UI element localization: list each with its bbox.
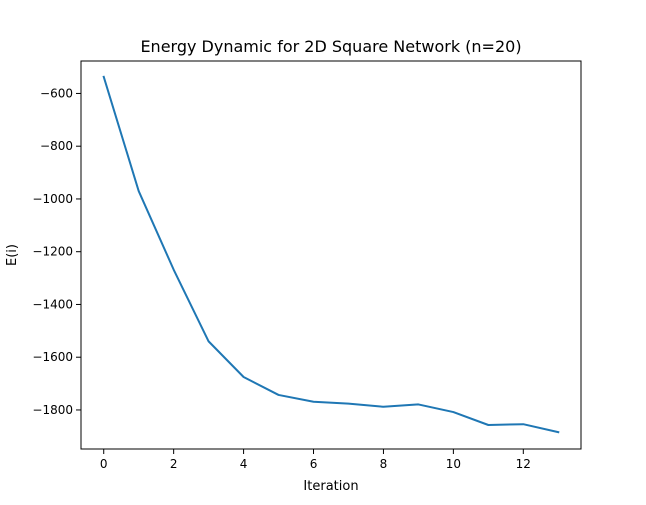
y-tick-label: −600 [40,86,73,100]
x-axis-label: Iteration [303,479,358,494]
y-tick-label: −1600 [32,350,73,364]
series-layer [102,75,560,434]
y-axis-label: E(i) [5,244,20,266]
y-tick-label: −800 [40,139,73,153]
x-tick-label: 4 [240,457,248,471]
y-tick-label: −1200 [32,245,73,259]
series-line [102,75,560,434]
x-tick-label: 0 [100,457,108,471]
y-tick-label: −1400 [32,297,73,311]
x-tick-label: 2 [170,457,178,471]
plot-frame [80,60,582,450]
y-axis-ticks: −1800 −1600 −1400 −1200 −1000 −800 −600 [32,86,81,417]
plot-area [81,61,581,449]
y-tick-label: −1800 [32,403,73,417]
chart-title: Energy Dynamic for 2D Square Network (n=… [140,37,521,56]
x-tick-label: 8 [380,457,388,471]
x-tick-label: 12 [516,457,531,471]
y-tick-label: −1000 [32,192,73,206]
x-tick-label: 10 [446,457,461,471]
x-axis-ticks: 0 2 4 6 8 10 12 [100,449,531,471]
x-tick-label: 6 [310,457,318,471]
